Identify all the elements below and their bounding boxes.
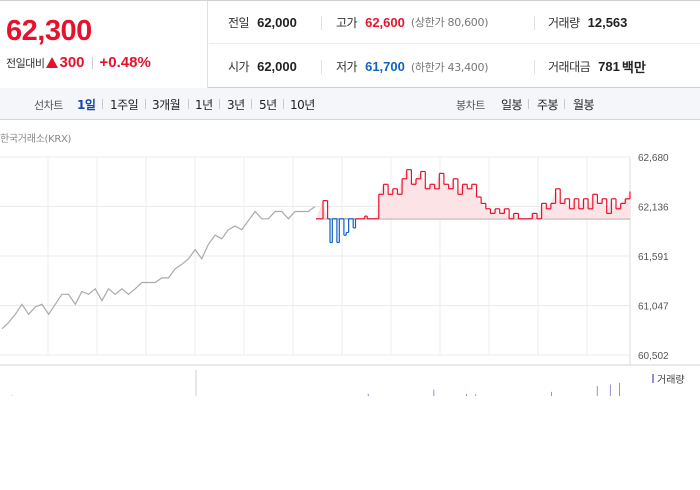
price-box: 62,300 전일대비 300 +0.48% — [0, 1, 208, 88]
high-label: 고가 — [336, 15, 358, 30]
y-tick-label: 60,502 — [638, 351, 669, 362]
chart-area-fill — [316, 169, 630, 219]
chart-grid — [0, 156, 700, 366]
volume-label: 거래량 — [548, 15, 580, 30]
trade-value-value: 781 — [598, 59, 620, 74]
tab-divider — [219, 99, 220, 109]
volume-bars — [11, 369, 620, 396]
open-cell: 시가 62,000 — [209, 45, 321, 88]
open-value: 62,000 — [257, 59, 297, 74]
exchange-label: 한국거래소(KRX) — [0, 134, 72, 145]
volume-cell: 거래량 12,563 — [534, 1, 700, 44]
tab-divider — [188, 99, 189, 109]
line-chart-label: 선차트 — [34, 99, 63, 112]
stats-grid: 전일 62,000 고가 62,600 (상한가 80,600) 거래량 12,… — [209, 1, 700, 88]
candle-chart-label: 봉차트 — [456, 99, 485, 112]
tab-10years[interactable]: 10년 — [290, 98, 315, 112]
tab-monthly-candle[interactable]: 월봉 — [573, 98, 595, 112]
chart-lines — [1, 169, 631, 330]
trade-value-label: 거래대금 — [548, 60, 591, 74]
prev-close-label: 전일 — [228, 15, 250, 30]
change-divider — [91, 56, 93, 69]
tab-daily-candle[interactable]: 일봉 — [501, 98, 523, 112]
change-percent: +0.48% — [99, 54, 151, 71]
change-row: 전일대비 300 +0.48% — [6, 54, 151, 71]
tab-3years[interactable]: 3년 — [227, 98, 245, 112]
up-area-fill — [316, 169, 630, 219]
change-label: 전일대비 — [6, 56, 45, 70]
quote-header: 62,300 전일대비 300 +0.48% 전일 62,000 고가 62,6… — [0, 0, 700, 88]
tab-divider — [251, 99, 252, 109]
tab-divider — [102, 99, 103, 109]
tab-divider — [564, 99, 565, 109]
high-cell: 고가 62,600 (상한가 80,600) — [321, 1, 534, 44]
tab-divider — [283, 99, 284, 109]
tab-divider — [145, 99, 146, 109]
volume-legend-label: 거래량 — [657, 375, 685, 386]
volume-legend-swatch — [652, 374, 654, 383]
trade-value-cell: 거래대금 781 백만 — [534, 45, 700, 88]
lower-limit: (하한가 43,400) — [410, 60, 489, 74]
low-value: 61,700 — [365, 59, 405, 74]
tab-weekly-candle[interactable]: 주봉 — [537, 98, 559, 112]
prev-day-line — [1, 206, 316, 330]
price-chart[interactable]: 62,680 62,136 61,591 61,047 60,502 — [0, 120, 700, 400]
y-axis-ticks: 62,680 62,136 61,591 61,047 60,502 — [638, 153, 669, 362]
open-label: 시가 — [228, 60, 250, 74]
trade-value-unit: 백만 — [621, 60, 646, 75]
stats-row-2: 시가 62,000 저가 61,700 (하한가 43,400) 거래대금 78… — [209, 45, 700, 88]
volume-value: 12,563 — [587, 14, 628, 30]
y-tick-label: 62,136 — [638, 203, 669, 214]
tab-5years[interactable]: 5년 — [259, 98, 277, 112]
tab-3months[interactable]: 3개월 — [152, 98, 181, 112]
tab-divider — [528, 99, 529, 109]
up-arrow-icon — [46, 56, 59, 68]
current-price: 62,300 — [6, 15, 92, 47]
tab-1week[interactable]: 1주일 — [110, 98, 139, 112]
y-tick-label: 62,680 — [638, 153, 669, 164]
y-tick-label: 61,591 — [638, 252, 669, 263]
stats-row-1: 전일 62,000 고가 62,600 (상한가 80,600) 거래량 12,… — [209, 1, 700, 44]
y-tick-label: 61,047 — [638, 302, 669, 313]
upper-limit: (상한가 80,600) — [410, 16, 489, 29]
tab-1day[interactable]: 1일 — [77, 98, 96, 112]
low-label: 저가 — [336, 60, 358, 74]
low-cell: 저가 61,700 (하한가 43,400) — [321, 45, 534, 88]
period-bar: 선차트 1일 1주일 3개월 1년 3년 5년 10년 봉차트 일봉 주봉 월봉 — [0, 88, 700, 120]
change-amount: 300 — [59, 54, 85, 71]
prev-close-cell: 전일 62,000 — [209, 1, 321, 44]
high-value: 62,600 — [365, 14, 405, 30]
volume-legend: 거래량 — [652, 371, 685, 386]
tab-1year[interactable]: 1년 — [195, 98, 213, 112]
prev-close-value: 62,000 — [257, 14, 297, 30]
